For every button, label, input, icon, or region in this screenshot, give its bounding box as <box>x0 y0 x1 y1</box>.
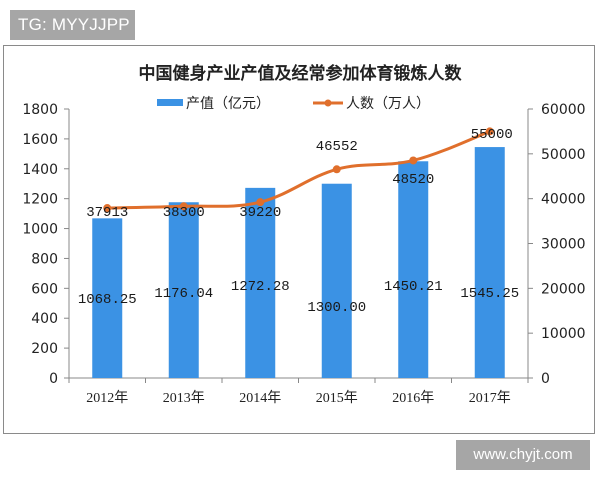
legend: 产值（亿元） 人数（万人） <box>157 96 430 112</box>
line-value-label: 46552 <box>316 139 358 155</box>
right-axis: 0 10000 20000 30000 40000 50000 60000 <box>527 102 586 387</box>
right-axis-tick-label: 0 <box>541 371 550 387</box>
bar-value-label: 1450.21 <box>384 279 443 295</box>
left-axis-tick-label: 800 <box>31 251 58 267</box>
bar-series <box>92 147 505 378</box>
legend-bar-swatch-icon <box>157 99 183 106</box>
right-axis-tick-label: 10000 <box>541 326 586 342</box>
right-axis-tick-label: 50000 <box>541 147 586 163</box>
left-axis-tick-label: 400 <box>31 311 58 327</box>
bar[interactable] <box>474 147 505 378</box>
x-axis-tick-label: 2016年 <box>392 390 434 406</box>
right-axis-tick-label: 30000 <box>541 237 586 253</box>
x-axis-tick-label: 2014年 <box>239 390 281 406</box>
x-axis-tick-label: 2015年 <box>316 390 358 406</box>
tg-badge: TG: MYYJJPP <box>10 10 135 40</box>
right-axis-tick-label: 60000 <box>541 102 586 118</box>
x-axis: 2012年 2013年 2014年 2015年 2016年 2017年 <box>68 377 529 406</box>
line-value-label: 55000 <box>471 127 513 143</box>
bar-value-label: 1176.04 <box>154 286 213 302</box>
left-axis: 0 200 400 600 800 1000 1200 1400 1600 1800 <box>22 102 70 387</box>
left-axis-tick-label: 1000 <box>22 222 58 238</box>
bar[interactable] <box>245 187 276 378</box>
legend-item-bar[interactable]: 产值（亿元） <box>157 96 270 112</box>
right-axis-tick-label: 20000 <box>541 281 586 297</box>
right-axis-tick-label: 40000 <box>541 192 586 208</box>
bar[interactable] <box>398 161 429 378</box>
line-path <box>107 130 491 210</box>
line-series <box>103 127 494 213</box>
left-axis-tick-label: 0 <box>49 371 58 387</box>
line-value-label: 37913 <box>86 205 128 221</box>
line-point[interactable] <box>409 156 418 165</box>
left-axis-tick-label: 600 <box>31 281 58 297</box>
bar-value-label: 1272.28 <box>231 279 290 295</box>
bar-value-labels: 1068.25 1176.04 1272.28 1300.00 1450.21 1545.… <box>78 279 519 316</box>
legend-item-line[interactable]: 人数（万人） <box>313 96 430 112</box>
left-axis-tick-label: 1600 <box>22 132 58 148</box>
legend-line-marker-icon <box>324 99 332 107</box>
line-point[interactable] <box>332 165 341 174</box>
bar-value-label: 1300.00 <box>307 300 366 316</box>
line-point[interactable] <box>485 127 494 136</box>
line-point[interactable] <box>256 198 265 207</box>
bar[interactable] <box>168 202 199 378</box>
bar[interactable] <box>92 218 123 378</box>
x-axis-tick-label: 2013年 <box>163 390 205 406</box>
line-point[interactable] <box>179 202 188 211</box>
line-value-label: 38300 <box>163 205 205 221</box>
bar-value-label: 1545.25 <box>460 286 519 302</box>
site-url-badge: www.chyjt.com <box>456 440 590 470</box>
left-axis-tick-label: 200 <box>31 341 58 357</box>
bar[interactable] <box>321 183 352 378</box>
legend-bar-label: 产值（亿元） <box>186 96 270 112</box>
x-axis-tick-label: 2017年 <box>469 390 511 406</box>
left-axis-tick-label: 1400 <box>22 162 58 178</box>
line-value-label: 39220 <box>239 205 281 221</box>
legend-line-label: 人数（万人） <box>346 96 430 112</box>
line-point[interactable] <box>103 204 112 213</box>
line-value-labels: 37913 38300 39220 46552 48520 55000 <box>86 127 513 221</box>
left-axis-tick-label: 1200 <box>22 192 58 208</box>
chart-title: 中国健身产业产值及经常参加体育锻炼人数 <box>139 63 463 84</box>
bar-value-label: 1068.25 <box>78 292 137 308</box>
line-value-label: 48520 <box>392 172 434 188</box>
x-axis-tick-label: 2012年 <box>86 390 128 406</box>
left-axis-tick-label: 1800 <box>22 102 58 118</box>
